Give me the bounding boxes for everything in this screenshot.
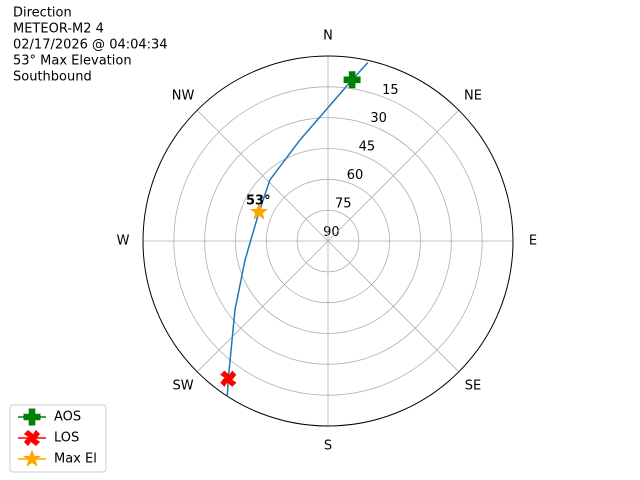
theta-tick-label: SW — [172, 378, 193, 393]
title-line: 53° Max Elevation — [13, 54, 132, 69]
legend-label: LOS — [54, 431, 79, 446]
grid-line — [196, 240, 329, 373]
title-line: 02/17/2026 @ 04:04:34 — [13, 38, 168, 53]
marker — [220, 370, 237, 387]
theta-tick-label: NW — [172, 89, 195, 104]
legend-label: AOS — [54, 410, 81, 425]
theta-tick-label: NE — [464, 89, 482, 104]
annotation: 53° — [246, 194, 271, 209]
title-line: METEOR-M2 4 — [13, 22, 104, 37]
r-tick-label: 15 — [382, 83, 399, 98]
r-tick-label: 30 — [370, 111, 387, 126]
r-tick-label: 60 — [347, 168, 364, 183]
title-line: Direction — [13, 6, 72, 21]
theta-tick-label: E — [529, 234, 537, 249]
theta-tick-label: S — [324, 439, 332, 454]
marker — [343, 71, 361, 89]
grid-line — [327, 240, 460, 373]
legend-label: Max El — [54, 452, 97, 467]
marker — [23, 429, 41, 447]
marker — [23, 408, 41, 426]
r-tick-label: 90 — [323, 225, 340, 240]
theta-tick-label: W — [117, 234, 130, 249]
grid-line — [196, 109, 329, 242]
marker — [23, 449, 41, 467]
title-line: Southbound — [13, 70, 92, 85]
theta-tick-label: SE — [465, 378, 481, 393]
grid-line — [327, 109, 460, 242]
r-tick-label: 45 — [359, 140, 376, 155]
outer-circle — [142, 55, 514, 427]
marker — [250, 202, 268, 220]
r-tick-label: 75 — [335, 197, 352, 212]
theta-tick-label: N — [323, 29, 333, 44]
